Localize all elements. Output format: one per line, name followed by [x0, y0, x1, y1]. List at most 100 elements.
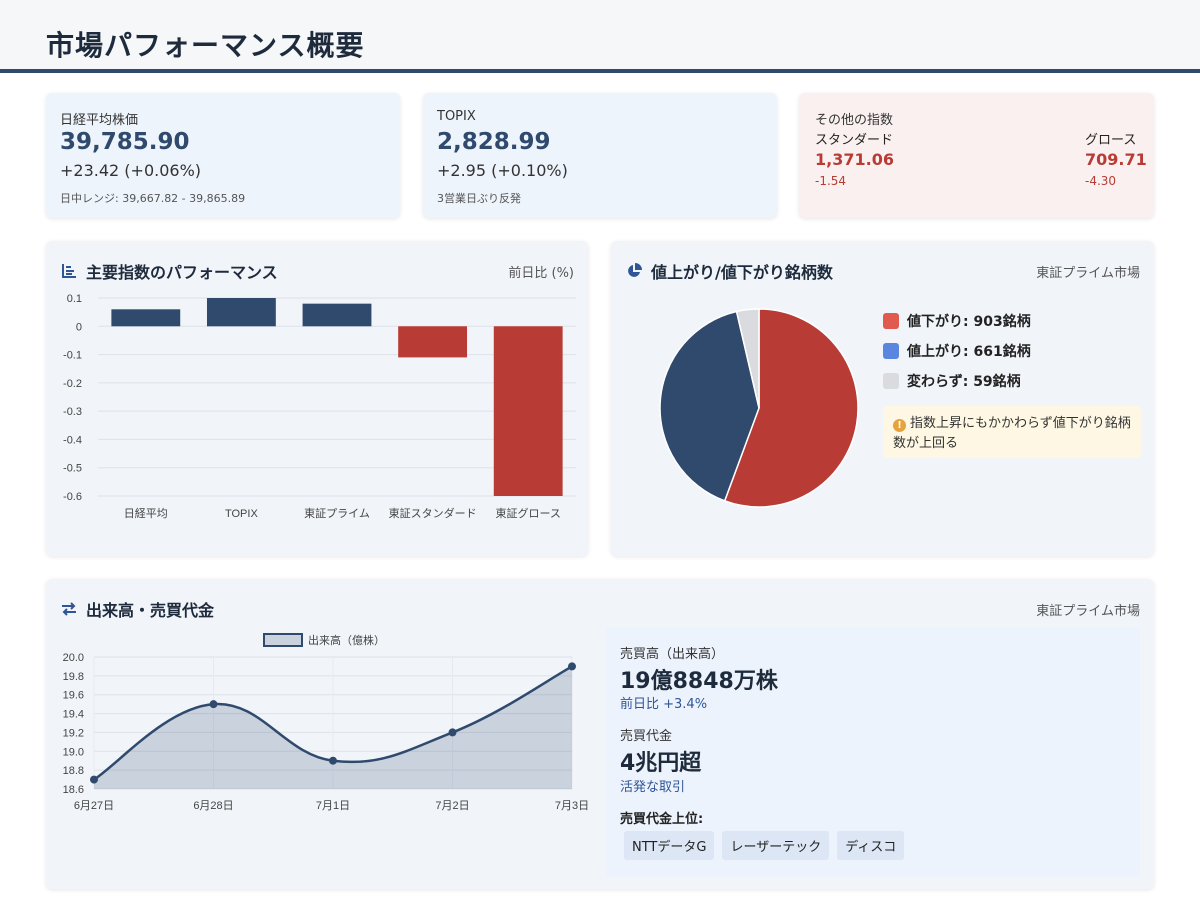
- y-tick-label: -0.3: [63, 406, 82, 418]
- topix-change: +2.95 (+0.10%): [437, 161, 568, 180]
- topix-label: TOPIX: [437, 109, 476, 124]
- top-stock-tag: NTTデータG: [624, 831, 715, 860]
- turnover-label: 売買代金: [620, 729, 673, 744]
- nikkei-value: 39,785.90: [60, 129, 190, 155]
- topix-card: TOPIX 2,828.99 +2.95 (+0.10%) 3営業日ぶり反発: [423, 93, 777, 218]
- legend-swatch: [883, 373, 899, 389]
- volume-value: 19億8848万株: [620, 669, 778, 694]
- top-stock-tag: ディスコ: [837, 831, 905, 860]
- volume-title-text: 出来高・売買代金: [86, 601, 215, 620]
- y-tick-label: 19.2: [63, 727, 84, 739]
- data-point: [568, 662, 576, 671]
- pie-slice: [723, 308, 859, 508]
- volume-area-chart: 20.0 19.8 19.6 19.4 19.2 19.0 18.8 18.6 6月27日 6月2…: [63, 633, 589, 812]
- top-stocks-list: NTTデータG レーザーテック ディスコ: [624, 831, 905, 860]
- legend-label: 出来高（億株）: [308, 633, 385, 647]
- breadth-warning: ! 指数上昇にもかかわらず値下がり銘柄数が上回る: [883, 406, 1141, 458]
- topix-note: 3営業日ぶり反発: [437, 192, 521, 205]
- legend-swatch: [263, 633, 303, 647]
- growth-name: グロース: [1085, 133, 1137, 148]
- standard-value: 1,371.06: [815, 150, 894, 169]
- y-tick-label: 18.8: [63, 765, 84, 777]
- bar: [206, 298, 276, 327]
- pie-slice: [659, 310, 760, 502]
- breadth-title-text: 値上がり/値下がり銘柄数: [651, 263, 833, 282]
- y-tick-label: -0.1: [63, 350, 82, 362]
- data-point: [448, 728, 457, 737]
- pie-chart-icon: [628, 263, 642, 277]
- legend-swatch: [883, 313, 899, 329]
- breadth-panel: 値上がり/値下がり銘柄数 東証プライム市場 値下がり: 903銘柄 値上がり: …: [611, 241, 1154, 556]
- y-tick-label: -0.4: [63, 434, 82, 446]
- y-tick-label: 0.1: [67, 293, 82, 305]
- breadth-title: 値上がり/値下がり銘柄数: [625, 259, 833, 283]
- bar-chart-icon: [62, 264, 76, 278]
- standard-change: -1.54: [815, 174, 847, 188]
- volume-market-label: 東証プライム市場: [1036, 604, 1140, 619]
- top-stock-tag: レーザーテック: [722, 831, 830, 860]
- volume-title: 出来高・売買代金: [60, 597, 214, 621]
- y-tick-label: -0.2: [63, 378, 82, 390]
- other-indices-title: その他の指数: [815, 113, 894, 128]
- y-tick-label: 19.8: [63, 671, 84, 683]
- performance-title-text: 主要指数のパフォーマンス: [86, 263, 278, 282]
- x-tick-label: 日経平均: [124, 507, 168, 520]
- nikkei-label: 日経平均株価: [60, 113, 139, 128]
- x-tick-label: 7月2日: [435, 800, 469, 812]
- nikkei-change: +23.42 (+0.06%): [60, 161, 202, 180]
- legend-swatch: [883, 343, 899, 359]
- data-point: [90, 775, 98, 784]
- performance-title: 主要指数のパフォーマンス: [60, 259, 278, 283]
- growth-change: -4.30: [1085, 174, 1117, 188]
- x-tick-label: 東証プライム: [304, 507, 370, 520]
- turnover-note: 活発な取引: [620, 780, 686, 795]
- area-fill: [94, 666, 572, 789]
- x-tick-label: 東証スタンダード: [389, 506, 477, 520]
- legend-advancers: 値上がり: 661銘柄: [883, 341, 1031, 361]
- data-point: [329, 756, 337, 765]
- y-tick-label: -0.6: [63, 491, 82, 503]
- breadth-pie-chart: [659, 308, 859, 508]
- breadth-warning-text: 指数上昇にもかかわらず値下がり銘柄数が上回る: [893, 416, 1131, 451]
- bar: [398, 326, 468, 358]
- bar: [493, 326, 563, 496]
- x-tick-label: 7月3日: [555, 800, 589, 812]
- performance-unit: 前日比 (%): [508, 266, 574, 281]
- x-tick-label: 6月28日: [193, 800, 233, 812]
- top-stocks-label: 売買代金上位:: [620, 812, 704, 827]
- volume-summary: 売買高（出来高） 19億8848万株 前日比 +3.4% 売買代金 4兆円超 活…: [606, 627, 1140, 877]
- performance-bar-chart: 0.1 0 -0.1 -0.2 -0.3 -0.4 -0.5 -0.6 日経平均 TOPIX 東証プ…: [63, 293, 576, 520]
- exchange-arrows-icon: [62, 602, 76, 616]
- legend-unchanged: 変わらず: 59銘柄: [883, 371, 1021, 391]
- turnover-value: 4兆円超: [620, 751, 702, 776]
- legend-decliners: 値下がり: 903銘柄: [883, 311, 1031, 331]
- legend-decliners-label: 値下がり: 903銘柄: [907, 314, 1031, 330]
- y-tick-label: 19.4: [63, 709, 84, 721]
- y-tick-label: 19.6: [63, 690, 84, 702]
- legend-advancers-label: 値上がり: 661銘柄: [907, 344, 1031, 360]
- x-tick-label: 6月27日: [74, 800, 114, 812]
- standard-name: スタンダード: [815, 133, 894, 148]
- y-tick-label: 0: [76, 321, 82, 333]
- y-tick-label: 18.6: [63, 784, 84, 796]
- growth-value: 709.71: [1085, 150, 1147, 169]
- legend-unchanged-label: 変わらず: 59銘柄: [907, 374, 1021, 390]
- volume-panel: 出来高・売買代金 東証プライム市場 20.0 19.8 19.6 19.4 19.2 19…: [46, 579, 1154, 889]
- volume-label: 売買高（出来高）: [620, 647, 725, 662]
- data-point: [209, 700, 218, 709]
- breadth-market-label: 東証プライム市場: [1036, 266, 1140, 281]
- y-tick-label: 19.0: [63, 746, 84, 758]
- bar: [111, 309, 181, 327]
- y-tick-label: -0.5: [63, 463, 82, 475]
- topix-value: 2,828.99: [437, 129, 551, 155]
- warning-icon: !: [893, 419, 906, 432]
- other-indices-card: その他の指数 スタンダード 1,371.06 -1.54 グロース 709.71…: [799, 93, 1154, 218]
- pie-slice: [735, 308, 760, 409]
- x-tick-label: 東証グロース: [495, 506, 560, 520]
- nikkei-card: 日経平均株価 39,785.90 +23.42 (+0.06%) 日中レンジ: …: [46, 93, 400, 218]
- volume-change: 前日比 +3.4%: [620, 697, 708, 712]
- page-title: 市場パフォーマンス概要: [46, 29, 365, 62]
- nikkei-range: 日中レンジ: 39,667.82 - 39,865.89: [60, 192, 246, 205]
- bar: [302, 303, 372, 327]
- x-tick-label: TOPIX: [225, 508, 258, 520]
